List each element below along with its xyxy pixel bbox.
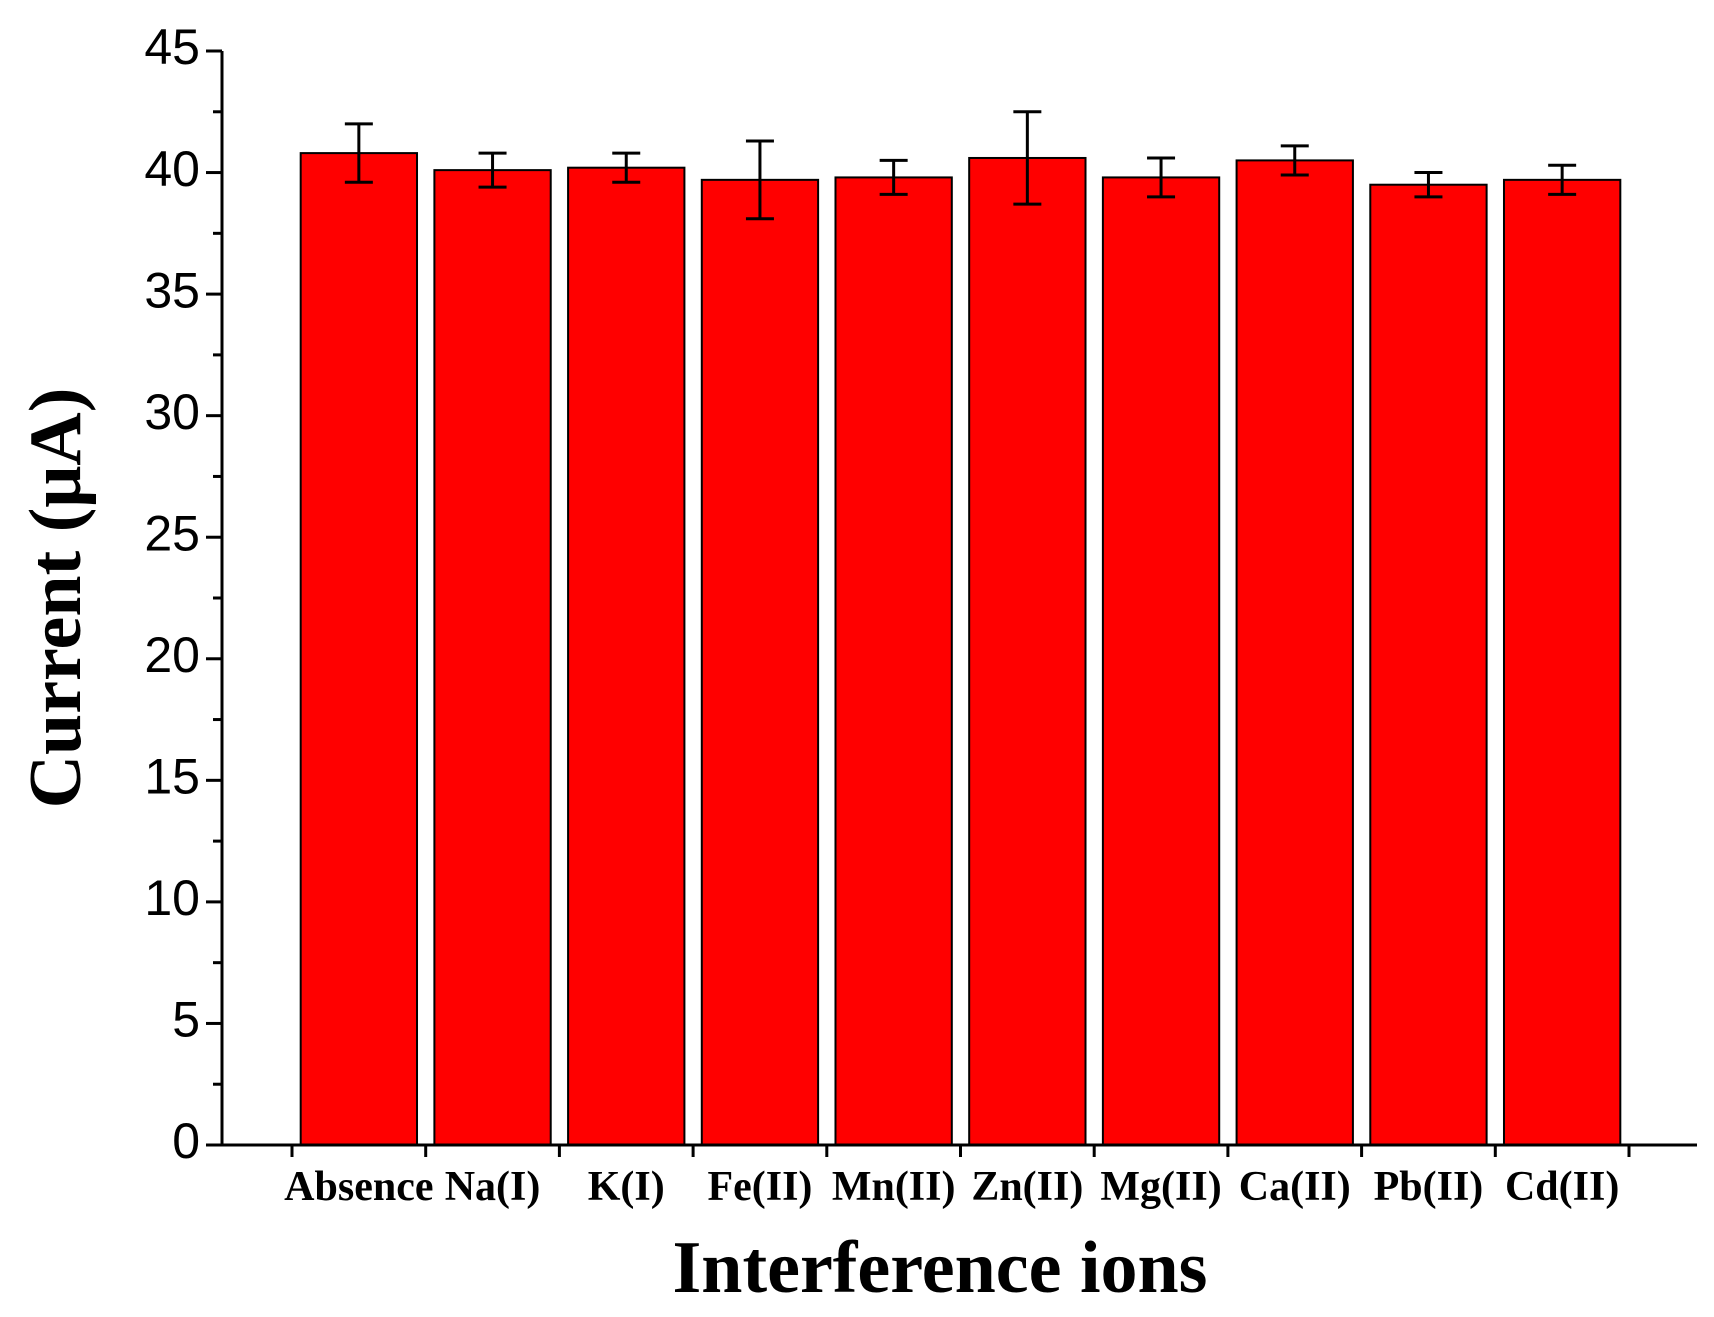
bar <box>433 169 552 1146</box>
x-tick-label: Fe(II) <box>707 1164 812 1210</box>
x-tick-label: Zn(II) <box>971 1164 1083 1210</box>
y-axis-title: Current (μA) <box>15 388 97 809</box>
y-tick-label: 45 <box>144 19 200 75</box>
y-tick-label: 25 <box>144 505 200 561</box>
y-tick-label: 35 <box>144 262 200 318</box>
y-tick-label: 20 <box>144 627 200 683</box>
y-tick-label: 40 <box>144 141 200 197</box>
x-tick-label: Cd(II) <box>1505 1164 1619 1210</box>
x-axis-title: Interference ions <box>673 1227 1208 1309</box>
bar <box>299 152 419 1146</box>
bar <box>1369 183 1488 1146</box>
y-tick-label: 0 <box>172 1113 200 1169</box>
y-tick-label: 15 <box>144 749 200 805</box>
bar <box>968 156 1087 1147</box>
x-tick-label: Mg(II) <box>1100 1164 1221 1210</box>
x-tick-label: Pb(II) <box>1374 1164 1484 1210</box>
x-tick-label: Mn(II) <box>832 1164 956 1210</box>
bar <box>1235 159 1354 1146</box>
bar <box>567 166 686 1146</box>
bar <box>1101 176 1221 1146</box>
bar <box>700 178 820 1147</box>
x-tick-label: Na(I) <box>445 1164 541 1210</box>
x-tick-label: Ca(II) <box>1239 1164 1351 1210</box>
bar <box>1502 178 1622 1147</box>
bar <box>834 176 953 1146</box>
y-tick-label: 5 <box>172 992 200 1048</box>
y-tick-label: 10 <box>144 870 200 926</box>
x-tick-label: K(I) <box>588 1164 665 1210</box>
y-tick-label: 30 <box>144 384 200 440</box>
x-tick-label: Absence <box>284 1164 433 1210</box>
